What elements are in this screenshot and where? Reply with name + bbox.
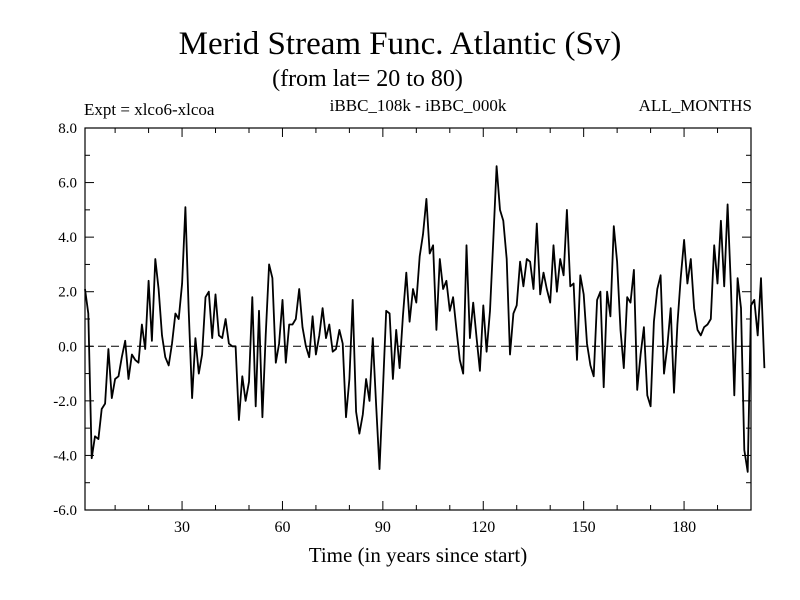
y-tick-label: 0.0 xyxy=(58,339,77,355)
y-tick-label: 6.0 xyxy=(58,176,77,192)
x-tick-label: 30 xyxy=(174,519,190,536)
x-tick-label: 90 xyxy=(375,519,391,536)
plot-frame xyxy=(84,127,752,511)
experiment-label: Expt = xlco6-xlcoa xyxy=(84,100,215,119)
x-tick-label: 150 xyxy=(572,519,596,536)
y-tick-label: -6.0 xyxy=(53,503,77,519)
comparison-label: iBBC_108k - iBBC_000k xyxy=(329,96,507,115)
y-tick-label: 2.0 xyxy=(58,285,77,301)
x-tick-label: 120 xyxy=(471,519,495,536)
chart-subtitle: (from lat= 20 to 80) xyxy=(272,66,463,92)
y-tick-label: 4.0 xyxy=(58,230,77,246)
months-label: ALL_MONTHS xyxy=(638,96,752,115)
y-tick-label: 8.0 xyxy=(58,121,77,137)
x-axis-title: Time (in years since start) xyxy=(309,543,528,567)
x-tick-label: 60 xyxy=(274,519,290,536)
x-tick-label: 180 xyxy=(672,519,696,536)
y-tick-label: -2.0 xyxy=(53,394,77,410)
x-axis: 30 60 90 120 150 180 xyxy=(114,128,752,536)
y-tick-label: -4.0 xyxy=(53,448,77,464)
chart-title: Merid Stream Func. Atlantic (Sv) xyxy=(178,26,622,62)
series-line xyxy=(84,165,766,473)
